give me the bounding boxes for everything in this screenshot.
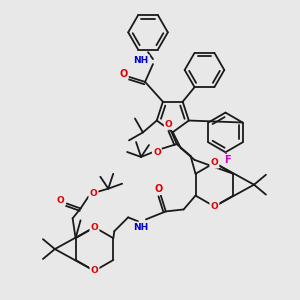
Text: O: O [119, 69, 128, 79]
Text: O: O [211, 202, 218, 211]
Text: O: O [91, 266, 98, 275]
Text: NH: NH [134, 223, 149, 232]
Text: O: O [165, 120, 172, 129]
Text: O: O [155, 184, 163, 194]
Text: O: O [91, 223, 98, 232]
Text: O: O [153, 148, 161, 158]
Text: O: O [89, 189, 97, 198]
Text: F: F [224, 155, 231, 165]
Text: O: O [57, 196, 64, 205]
Text: O: O [211, 158, 218, 167]
Text: NH: NH [134, 56, 149, 64]
